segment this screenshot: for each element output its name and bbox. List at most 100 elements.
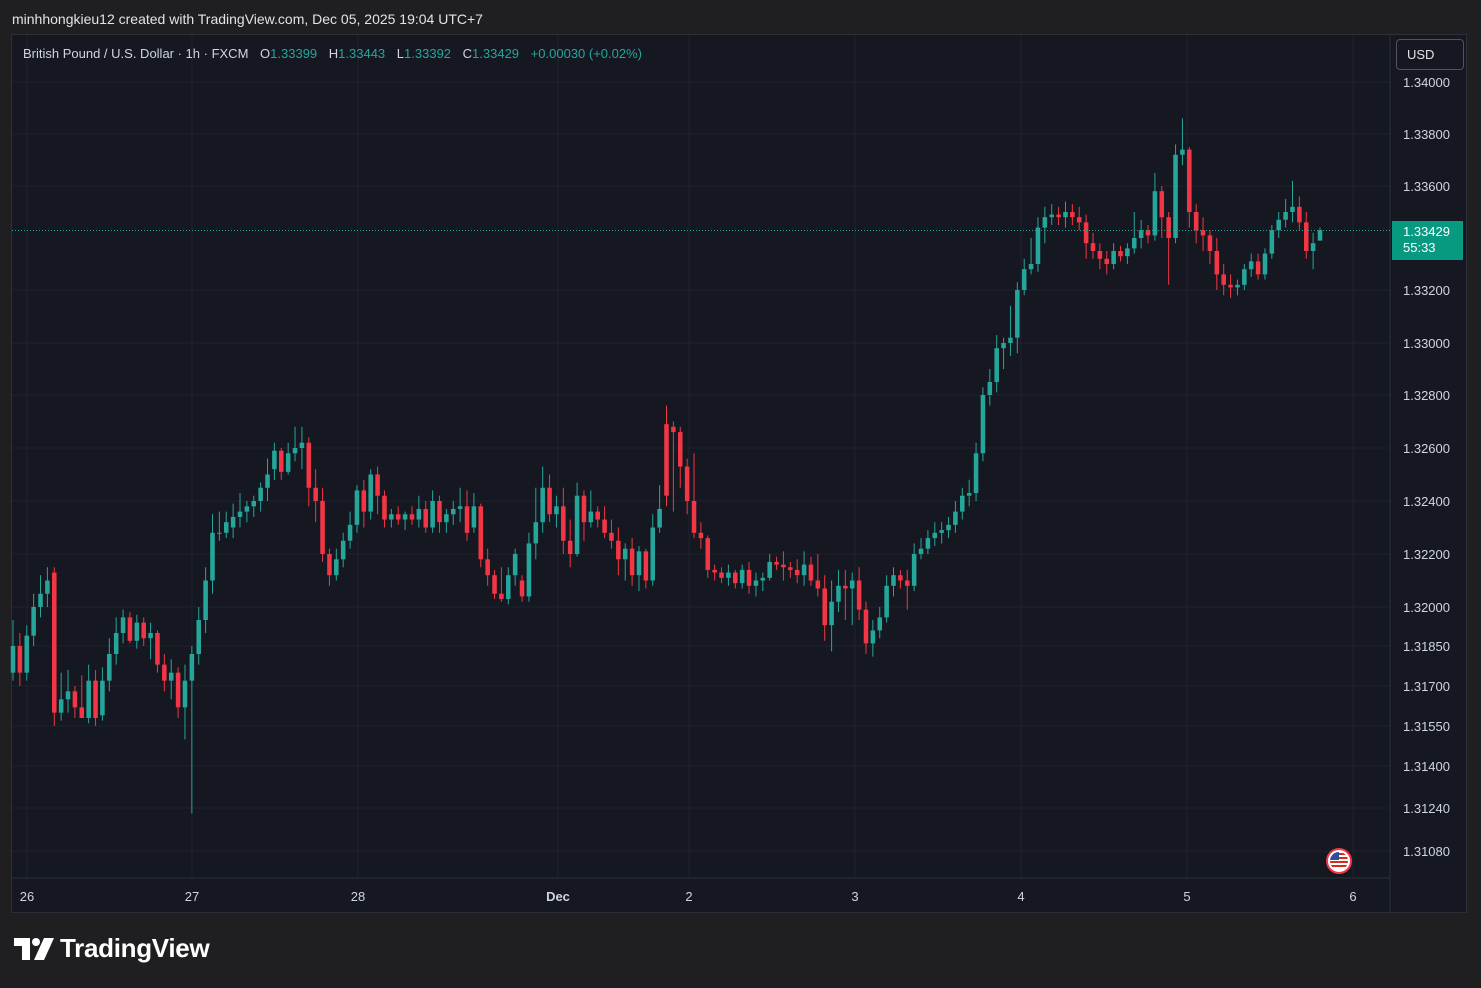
candle-body <box>347 524 353 541</box>
candle-body <box>650 527 656 581</box>
candle <box>1290 180 1295 223</box>
candle-body <box>265 474 270 488</box>
candle-body <box>973 453 979 494</box>
candle-body <box>657 508 662 528</box>
candle <box>1131 212 1137 254</box>
candle <box>430 490 435 533</box>
currency-button[interactable]: USD <box>1396 39 1464 70</box>
candle <box>1310 232 1316 270</box>
price-axis[interactable]: 1.34000 1.33800 1.33600 1.33200 1.33000 1.328… <box>1403 75 1450 859</box>
candle-body <box>499 593 504 600</box>
candle <box>416 495 422 528</box>
us-flag-icon[interactable] <box>1326 848 1352 874</box>
candle-body <box>1248 261 1254 270</box>
candle-body <box>10 646 16 673</box>
high-value: 1.33443 <box>338 46 386 61</box>
candle-body <box>643 551 649 581</box>
tradingview-brand[interactable]: TradingView <box>14 933 210 964</box>
candle-body <box>519 580 525 597</box>
candle-body <box>1283 212 1288 220</box>
candle-body <box>829 601 834 626</box>
candle <box>698 522 704 549</box>
candle <box>712 564 717 581</box>
candle <box>1317 227 1323 241</box>
candle <box>726 564 731 586</box>
time-axis[interactable]: 26 27 28 Dec 2 3 4 5 6 <box>20 889 1357 904</box>
candle <box>217 511 222 541</box>
candle <box>395 506 401 525</box>
candle <box>540 466 545 533</box>
time-tick-label: 26 <box>20 889 34 904</box>
candle <box>739 564 745 589</box>
candle-body <box>1056 214 1061 218</box>
candle-body <box>1173 154 1178 238</box>
candle <box>815 554 821 597</box>
candle-body <box>1255 261 1261 275</box>
candle-body <box>389 514 394 520</box>
candle-body <box>1187 149 1192 212</box>
candle <box>581 490 587 541</box>
candle <box>533 487 539 560</box>
symbol-legend: British Pound / U.S. Dollar · 1h · FXCM … <box>23 46 642 61</box>
candle-body <box>492 575 497 594</box>
candle <box>368 469 373 520</box>
candle <box>1008 305 1013 356</box>
symbol-name[interactable]: British Pound / U.S. Dollar · 1h · FXCM <box>23 46 249 61</box>
time-tick-label: 2 <box>685 889 692 904</box>
candle <box>684 458 690 515</box>
tradingview-logo-text: TradingView <box>60 933 210 963</box>
candle <box>1021 258 1027 296</box>
candle-body <box>561 506 566 541</box>
candle <box>1152 173 1158 241</box>
candle-body <box>767 561 772 578</box>
candle <box>705 535 711 578</box>
candle <box>1015 282 1020 354</box>
candle-body <box>946 524 951 531</box>
candle <box>196 607 202 665</box>
candle-body <box>1290 206 1295 212</box>
candle-body <box>1015 290 1020 338</box>
candle-body <box>684 466 690 501</box>
candle-body <box>1228 284 1233 288</box>
candle <box>1166 212 1171 285</box>
candle <box>1138 219 1144 249</box>
candle <box>168 659 174 700</box>
candle <box>141 617 146 646</box>
candle <box>17 633 23 686</box>
candle-body <box>292 448 298 454</box>
candle-body <box>547 487 552 515</box>
candle <box>237 493 243 528</box>
candle <box>1180 118 1185 166</box>
candle-body <box>554 506 559 515</box>
candle <box>1283 199 1288 228</box>
candle-body <box>925 538 931 549</box>
candle-body <box>822 588 827 626</box>
candle-body <box>375 474 380 496</box>
candle <box>334 548 339 581</box>
candle-body <box>1125 248 1130 257</box>
candle-body <box>1063 212 1068 218</box>
last-price-tag: 1.33429 55:33 <box>1392 221 1463 260</box>
candle <box>719 567 724 584</box>
candle-body <box>31 607 36 636</box>
price-tick-label: 1.32200 <box>1403 547 1450 562</box>
candle <box>65 670 71 713</box>
candle <box>299 426 305 470</box>
open-label: O <box>260 46 271 61</box>
candle-body <box>430 501 435 528</box>
candles <box>10 118 1323 814</box>
candle-body <box>1021 269 1027 290</box>
candle <box>402 511 408 531</box>
candle-body <box>746 569 752 586</box>
candle <box>1090 232 1096 259</box>
candle-body <box>1159 191 1165 218</box>
candle <box>574 482 580 557</box>
candle <box>884 575 889 623</box>
candle-body <box>884 585 889 618</box>
candle <box>609 519 614 549</box>
candle <box>753 572 759 597</box>
price-tick-label: 1.33800 <box>1403 127 1450 142</box>
candle-body <box>877 617 883 631</box>
tradingview-logo-icon <box>14 937 54 960</box>
